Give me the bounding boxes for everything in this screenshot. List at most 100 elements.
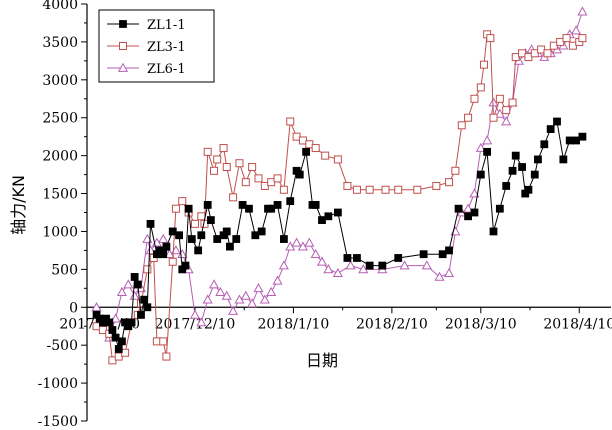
data-point-zl1-1	[530, 170, 539, 179]
x-tick-label: 2018/4/10	[543, 316, 612, 332]
data-point-zl1-1	[111, 333, 120, 342]
data-point-zl1-1	[279, 235, 288, 243]
data-point-zl6-1	[434, 271, 445, 281]
data-point-zl6-1	[240, 290, 251, 300]
data-point-zl1-1	[559, 155, 568, 164]
data-point-zl1-1	[502, 182, 511, 190]
y-tick-label: 4000	[42, 0, 78, 13]
data-point-zl3-1	[143, 265, 152, 274]
data-point-zl6-1	[501, 116, 512, 126]
data-point-zl6-1	[247, 298, 258, 308]
y-tick-label: -1000	[38, 376, 78, 392]
data-point-zl1-1	[137, 310, 145, 319]
data-point-zl1-1	[168, 227, 177, 236]
data-point-zl3-1	[508, 98, 517, 107]
data-point-zl6-1	[358, 264, 369, 274]
legend-marker-zl6-1	[117, 62, 129, 72]
data-point-zl3-1	[445, 178, 454, 187]
series-zl1-1	[92, 117, 587, 353]
data-point-zl3-1	[241, 178, 250, 187]
y-tick-label: -500	[47, 338, 78, 354]
data-point-zl1-1	[257, 227, 266, 236]
data-point-zl1-1	[187, 235, 196, 243]
data-point-zl1-1	[114, 345, 123, 353]
data-point-zl1-1	[273, 201, 282, 209]
data-point-zl3-1	[562, 34, 571, 43]
data-point-zl1-1	[454, 204, 463, 213]
data-point-zl3-1	[171, 204, 180, 213]
data-point-zl1-1	[534, 155, 542, 164]
y-tick-label: 1000	[42, 224, 78, 240]
data-point-zl3-1	[286, 117, 295, 126]
data-point-zl1-1	[419, 250, 428, 259]
y-tick-label: 2000	[42, 149, 78, 165]
data-point-zl1-1	[226, 242, 234, 251]
data-point-zl1-1	[127, 318, 136, 327]
data-point-zl3-1	[279, 185, 288, 194]
data-point-zl3-1	[457, 121, 466, 130]
y-tick-label: -1500	[38, 414, 78, 430]
data-point-zl3-1	[343, 181, 352, 190]
data-point-zl3-1	[543, 49, 552, 58]
data-point-zl6-1	[310, 248, 321, 259]
data-point-zl3-1	[464, 113, 473, 122]
data-point-zl1-1	[162, 242, 171, 251]
data-point-zl1-1	[194, 246, 203, 255]
data-point-zl1-1	[251, 231, 260, 240]
data-point-zl6-1	[129, 290, 140, 300]
data-point-zl3-1	[248, 163, 257, 172]
data-point-zl1-1	[524, 185, 533, 194]
data-point-zl1-1	[238, 201, 247, 209]
x-axis-title: 日期	[306, 351, 338, 370]
x-tick-label: 2018/2/10	[356, 316, 428, 332]
legend-label-zl6-1: ZL6-1	[147, 62, 186, 77]
x-tick-label: 2017/12/10	[155, 316, 236, 332]
data-point-zl6-1	[189, 309, 201, 319]
data-point-zl3-1	[413, 185, 422, 194]
x-tick-label: 2018/3/10	[445, 316, 517, 332]
data-point-zl6-1	[323, 264, 334, 274]
data-point-zl6-1	[577, 6, 588, 16]
data-point-zl1-1	[175, 231, 183, 240]
legend-marker-zl3-1	[119, 42, 127, 50]
data-point-zl6-1	[399, 260, 410, 270]
y-tick-label: 2500	[42, 111, 78, 127]
data-point-zl6-1	[332, 267, 343, 278]
data-point-zl6-1	[123, 279, 134, 289]
data-point-zl6-1	[110, 313, 121, 323]
data-point-zl1-1	[159, 250, 168, 259]
data-point-zl1-1	[476, 170, 485, 179]
data-point-zl6-1	[278, 260, 289, 270]
data-point-zl6-1	[272, 275, 283, 285]
data-point-zl3-1	[254, 174, 263, 183]
data-point-zl1-1	[565, 136, 574, 145]
data-point-zl1-1	[140, 295, 149, 304]
data-point-zl1-1	[184, 204, 193, 213]
data-point-zl1-1	[508, 166, 517, 175]
data-point-zl1-1	[133, 280, 142, 289]
data-point-zl1-1	[540, 140, 549, 149]
data-point-zl6-1	[145, 245, 156, 255]
data-point-zl6-1	[571, 25, 582, 35]
data-point-zl1-1	[483, 147, 492, 156]
data-point-zl3-1	[203, 147, 212, 156]
data-point-zl3-1	[479, 60, 488, 69]
data-point-zl1-1	[518, 163, 526, 171]
data-point-zl3-1	[394, 185, 403, 194]
data-point-zl6-1	[443, 267, 455, 278]
data-point-zl6-1	[345, 260, 356, 270]
data-point-zl6-1	[158, 233, 169, 243]
data-point-zl1-1	[333, 208, 342, 217]
data-point-zl6-1	[202, 294, 213, 304]
data-point-zl1-1	[365, 261, 374, 270]
data-point-zl6-1	[304, 237, 315, 247]
data-point-zl3-1	[121, 348, 130, 357]
data-point-zl3-1	[311, 144, 320, 153]
data-point-zl1-1	[470, 208, 479, 217]
data-point-zl6-1	[291, 237, 302, 247]
data-point-zl6-1	[177, 248, 188, 259]
data-point-zl3-1	[229, 193, 238, 202]
data-point-zl3-1	[333, 155, 342, 164]
data-point-zl6-1	[421, 260, 432, 270]
